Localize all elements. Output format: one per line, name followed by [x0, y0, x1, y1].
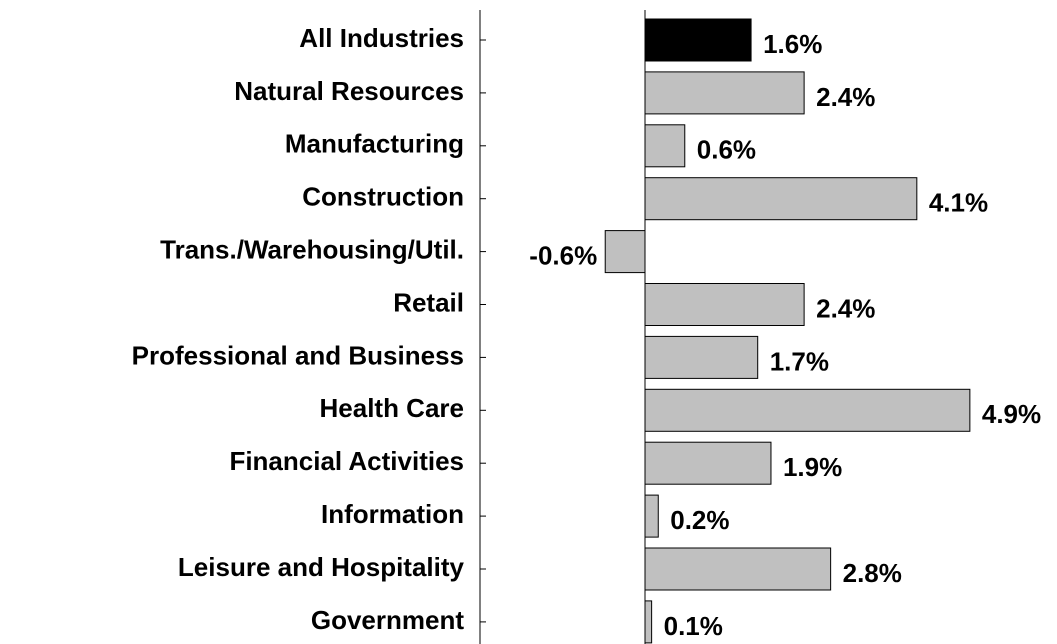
category-label: Information — [321, 499, 464, 529]
value-label: 1.7% — [770, 346, 829, 376]
value-label: 0.2% — [670, 505, 729, 535]
category-label: Professional and Business — [132, 340, 464, 370]
bar — [644, 71, 805, 115]
value-label: 1.6% — [763, 29, 822, 59]
value-label: 4.1% — [929, 188, 988, 218]
category-label: Trans./Warehousing/Util. — [160, 234, 464, 264]
category-label: Government — [311, 605, 464, 635]
bar — [644, 441, 772, 485]
category-label: Retail — [393, 287, 464, 317]
bar — [644, 177, 918, 221]
bar — [604, 230, 646, 274]
category-label: Health Care — [320, 393, 465, 423]
value-label: 2.8% — [843, 558, 902, 588]
value-label: -0.6% — [529, 240, 597, 270]
category-label: Manufacturing — [285, 129, 464, 159]
category-label: Leisure and Hospitality — [178, 552, 465, 582]
category-label: Natural Resources — [234, 76, 464, 106]
bar — [644, 388, 971, 432]
value-label: 0.6% — [697, 135, 756, 165]
bar — [644, 335, 759, 379]
value-label: 1.9% — [783, 452, 842, 482]
bar — [644, 547, 832, 591]
category-label: Construction — [302, 182, 464, 212]
bar — [644, 494, 659, 538]
bar — [644, 283, 805, 326]
bar — [644, 124, 686, 168]
value-label: 4.9% — [982, 399, 1041, 429]
bar — [644, 600, 653, 644]
category-label: All Industries — [299, 23, 464, 53]
value-label: 2.4% — [816, 82, 875, 112]
bar — [644, 18, 752, 62]
value-label: 2.4% — [816, 293, 875, 323]
value-label: 0.1% — [664, 611, 723, 641]
category-label: Financial Activities — [229, 446, 464, 476]
